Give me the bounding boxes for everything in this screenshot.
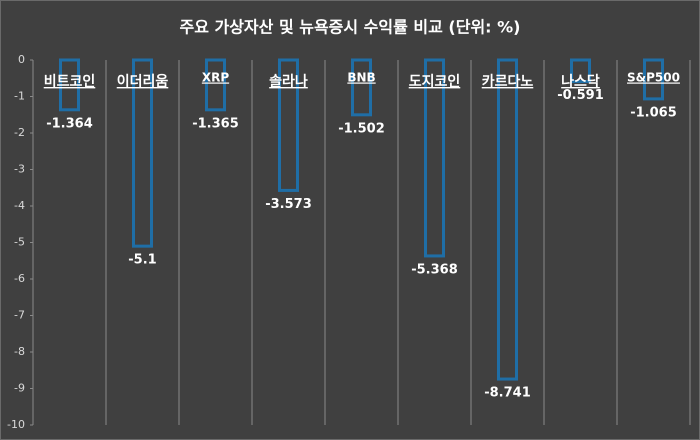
value-label: -5.1 (128, 253, 156, 268)
y-tick-label: -4 (14, 199, 25, 212)
bar (205, 58, 226, 112)
y-tick-label: -5 (14, 236, 25, 249)
category-label: 나스닥 (561, 73, 600, 90)
category-label: 비트코인 (44, 73, 96, 90)
y-tick-label: -9 (14, 382, 25, 395)
bar (351, 58, 372, 117)
value-label: -1.365 (192, 116, 239, 131)
y-tick-label: -8 (14, 345, 25, 358)
bar (497, 58, 518, 381)
y-tick-label: -7 (14, 309, 25, 322)
y-tick-label: -3 (14, 163, 25, 176)
chart-title: 주요 가상자산 및 뉴욕증시 수익률 비교 (단위: %) (179, 18, 520, 37)
value-label: -5.368 (411, 262, 458, 277)
bar (278, 58, 299, 192)
bar (59, 58, 80, 112)
category-label: BNB (347, 71, 375, 85)
category-label: 이더리움 (117, 73, 169, 90)
category-label: XRP (202, 71, 229, 85)
y-tick-label: -6 (14, 272, 25, 285)
value-label: -1.364 (46, 116, 93, 131)
y-tick-label: -10 (7, 418, 25, 431)
category-label: S&P500 (627, 71, 680, 85)
bar (424, 58, 445, 258)
value-label: -1.502 (338, 121, 385, 136)
y-tick-label: -2 (14, 126, 25, 139)
value-label: -3.573 (265, 197, 312, 212)
value-label: -1.065 (630, 105, 677, 120)
bar (643, 58, 664, 101)
bar (132, 58, 153, 248)
value-label: -8.741 (484, 386, 531, 401)
category-label: 도지코인 (409, 73, 461, 90)
y-tick-label: 0 (18, 53, 25, 66)
value-label: -0.591 (557, 88, 604, 103)
category-label: 카르다노 (482, 74, 534, 90)
y-tick-label: -1 (14, 90, 25, 103)
category-label: 솔라나 (269, 74, 308, 90)
bar (570, 58, 591, 84)
